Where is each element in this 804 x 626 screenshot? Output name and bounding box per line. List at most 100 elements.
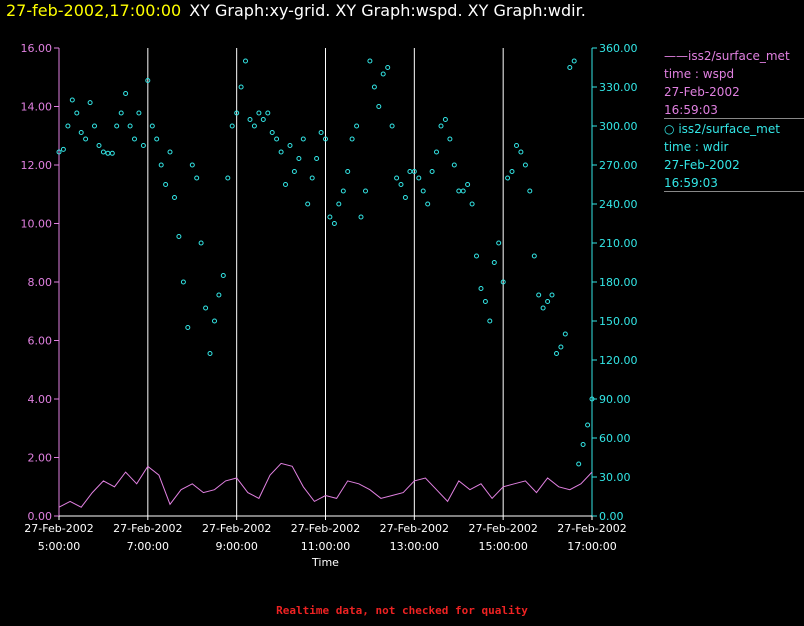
- data-point-wdir: [136, 110, 142, 116]
- x-tick-label-date: 27-Feb-2002: [380, 522, 449, 535]
- data-point-wdir: [549, 292, 555, 298]
- data-point-wdir: [172, 195, 177, 200]
- y-right-tick-label: 120.00: [599, 354, 638, 367]
- data-point-wdir: [278, 149, 284, 155]
- x-axis-label: Time: [311, 556, 339, 569]
- data-point-wdir: [154, 136, 160, 142]
- data-point-wdir: [185, 325, 191, 330]
- header-timestamp: 27-feb-2002,17:00:00: [6, 1, 182, 20]
- y-left-tick-label: 14.00: [21, 101, 53, 114]
- data-point-wdir: [327, 214, 333, 220]
- y-left-tick-label: 4.00: [28, 393, 53, 406]
- data-point-wdir: [429, 169, 435, 174]
- data-point-wdir: [207, 351, 213, 356]
- data-point-wdir: [491, 260, 497, 265]
- data-point-wdir: [69, 97, 75, 103]
- data-point-wdir: [456, 188, 462, 194]
- y-right-tick-label: 0.00: [599, 510, 624, 523]
- data-point-wdir: [220, 273, 226, 278]
- data-point-wdir: [140, 143, 146, 148]
- data-point-wdir: [407, 169, 413, 174]
- header: 27-feb-2002,17:00:00 XY Graph:xy-grid. XY…: [6, 1, 586, 20]
- data-point-wdir: [180, 279, 186, 285]
- y-left-tick-label: 6.00: [28, 335, 53, 348]
- data-point-wdir: [336, 201, 342, 207]
- legend-time: 16:59:03: [664, 176, 718, 190]
- data-point-wdir: [571, 58, 577, 64]
- data-point-wdir: [567, 65, 573, 70]
- x-tick-label-time: 11:00:00: [301, 540, 350, 553]
- data-point-wdir: [371, 84, 377, 90]
- x-tick-label-date: 27-Feb-2002: [291, 522, 360, 535]
- legend-divider: [664, 191, 804, 192]
- data-point-wdir: [229, 123, 235, 129]
- x-tick-label-time: 17:00:00: [567, 540, 616, 553]
- legend-date: 27-Feb-2002: [664, 158, 740, 172]
- data-point-wdir: [531, 253, 537, 259]
- data-point-wdir: [300, 136, 306, 142]
- data-point-wdir: [536, 292, 542, 298]
- y-right-tick-label: 300.00: [599, 120, 638, 133]
- data-point-wdir: [296, 156, 302, 161]
- data-point-wdir: [118, 110, 124, 116]
- data-point-wdir: [354, 123, 360, 129]
- data-point-wdir: [83, 136, 89, 142]
- y-right-tick-label: 330.00: [599, 81, 638, 94]
- x-tick-label-date: 27-Feb-2002: [113, 522, 182, 535]
- data-point-wdir: [305, 201, 311, 207]
- data-point-wdir: [92, 123, 97, 129]
- x-tick-label-date: 27-Feb-2002: [557, 522, 626, 535]
- data-point-wdir: [562, 331, 568, 337]
- data-point-wdir: [496, 240, 502, 246]
- x-tick-label-time: 7:00:00: [127, 540, 169, 553]
- data-point-wdir: [585, 422, 591, 428]
- x-tick-label-time: 9:00:00: [215, 540, 257, 553]
- data-point-wdir: [394, 175, 400, 181]
- y-right-tick-label: 90.00: [599, 393, 631, 406]
- data-point-wdir: [287, 143, 293, 148]
- data-point-wdir: [411, 169, 417, 174]
- x-tick-label-date: 27-Feb-2002: [468, 522, 537, 535]
- data-point-wdir: [167, 149, 173, 155]
- header-title: XY Graph:xy-grid. XY Graph:wspd. XY Grap…: [189, 1, 586, 20]
- data-point-wdir: [149, 123, 155, 129]
- data-point-wdir: [331, 221, 337, 226]
- data-point-wdir: [576, 461, 582, 467]
- data-point-wdir: [100, 149, 106, 155]
- data-point-wdir: [216, 292, 222, 298]
- data-point-wdir: [363, 188, 368, 194]
- data-point-wdir: [269, 130, 275, 135]
- y-right-tick-label: 60.00: [599, 432, 631, 445]
- data-point-wdir: [283, 182, 288, 187]
- data-point-wdir: [505, 175, 511, 181]
- y-right-tick-label: 270.00: [599, 159, 638, 172]
- legend-entry-wdir: ○ iss2/surface_met time : wdir 27-Feb-20…: [664, 120, 780, 192]
- y-right-tick-label: 150.00: [599, 315, 638, 328]
- data-point-wdir: [109, 150, 115, 156]
- y-right-tick-label: 180.00: [599, 276, 638, 289]
- data-point-wdir: [243, 58, 248, 64]
- data-point-wdir: [78, 130, 84, 135]
- data-point-wdir: [194, 175, 200, 181]
- legend-divider: [664, 118, 804, 119]
- data-point-wdir: [251, 123, 257, 129]
- data-point-wdir: [127, 123, 133, 129]
- data-point-wdir: [56, 149, 62, 155]
- data-point-wdir: [442, 117, 448, 122]
- data-point-wdir: [65, 123, 71, 129]
- data-point-wdir: [158, 162, 164, 168]
- data-point-wdir: [474, 253, 479, 259]
- y-left-tick-label: 12.00: [21, 159, 53, 172]
- data-point-wdir: [434, 149, 439, 155]
- x-tick-label-date: 27-Feb-2002: [202, 522, 271, 535]
- data-point-wdir: [402, 195, 408, 200]
- y-left-tick-label: 2.00: [28, 452, 53, 465]
- data-point-wdir: [247, 117, 253, 122]
- legend-circle-icon: ○: [664, 122, 675, 136]
- data-point-wdir: [554, 351, 559, 356]
- data-point-wdir: [145, 78, 151, 83]
- data-point-wdir: [274, 136, 280, 142]
- data-point-wdir: [545, 299, 551, 304]
- data-point-wdir: [514, 143, 519, 148]
